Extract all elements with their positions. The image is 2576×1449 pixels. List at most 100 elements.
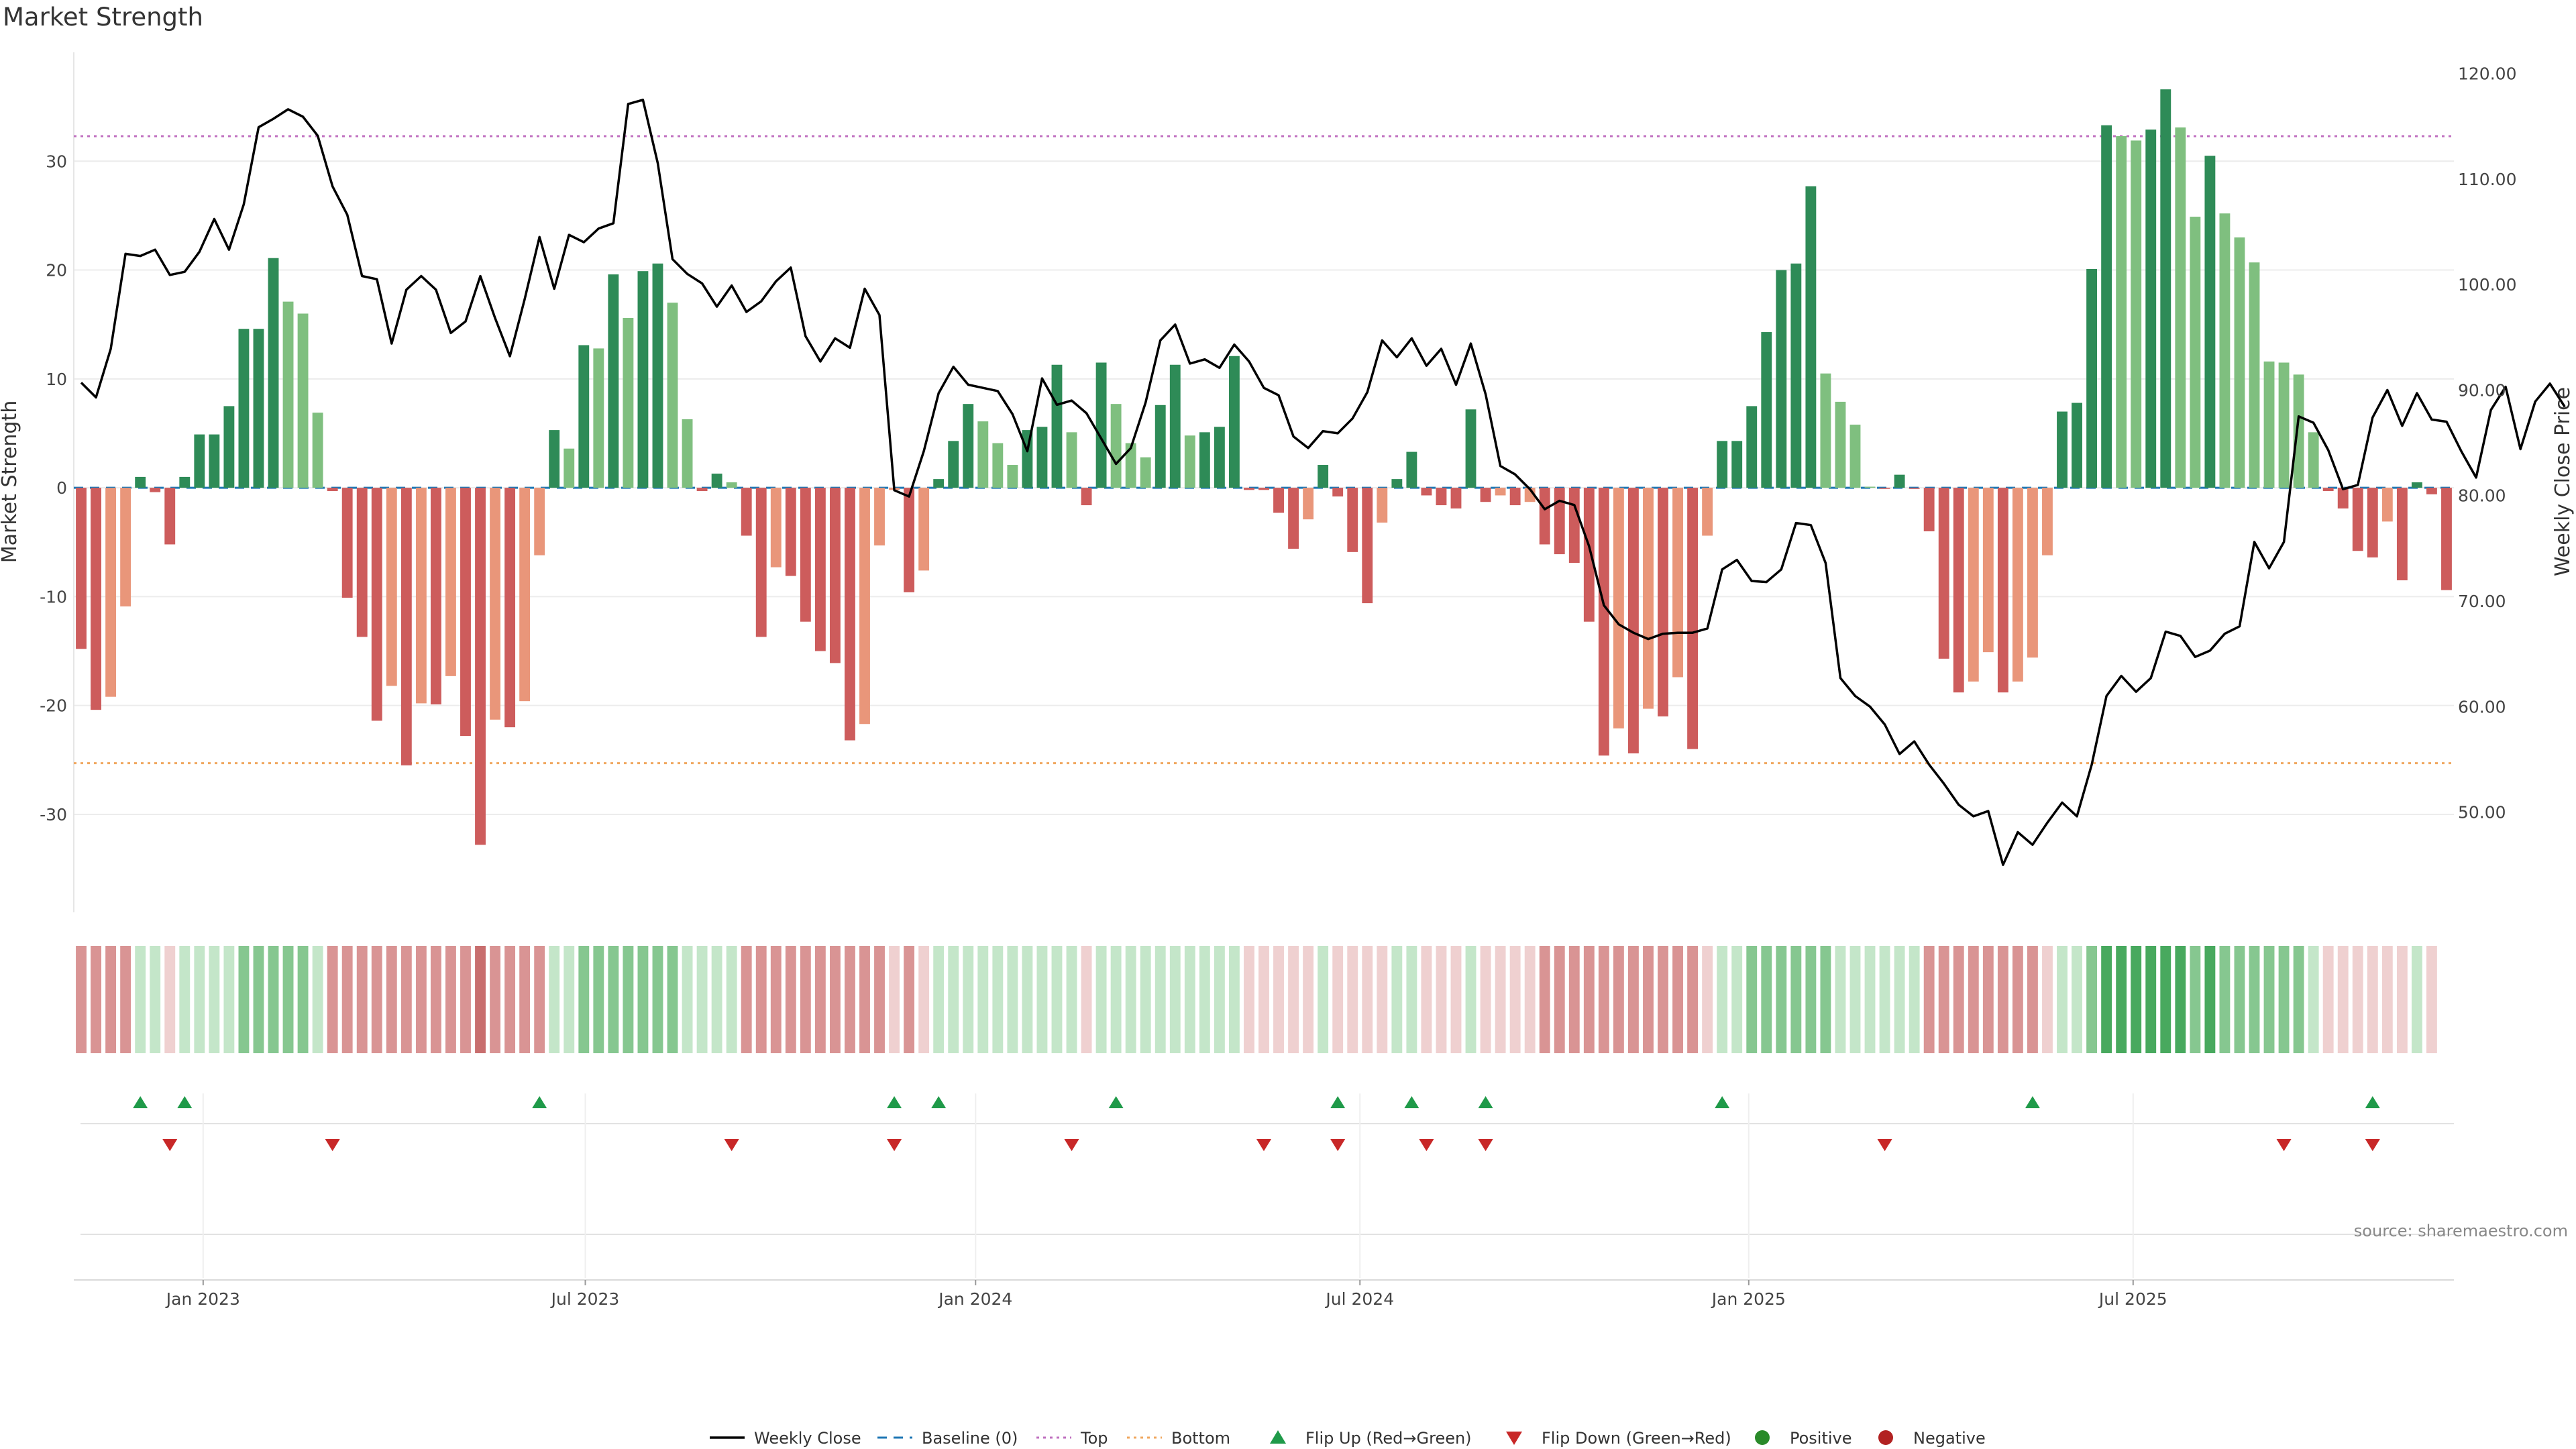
heat-cell [91,946,101,1053]
strength-bar [415,488,427,704]
x-tick-label: Jul 2024 [1324,1289,1394,1309]
heat-cell [1051,946,1063,1053]
strength-bar [814,488,826,651]
legend-label: Flip Up (Red→Green) [1305,1429,1472,1448]
heat-cell [1095,946,1107,1053]
strength-bar [2175,127,2186,488]
right-y-axis: 50.00 60.00 70.00 80.00 90.00 100.00 110.00 120… [2458,64,2516,822]
y2-tick-label: 90.00 [2458,380,2506,400]
strength-bar [282,301,294,488]
strength-bar [904,488,915,592]
heat-cell [829,946,841,1053]
strength-bar [652,263,663,488]
heat-cell [120,946,131,1053]
strength-bar [105,488,117,697]
strength-bar [268,258,279,488]
flip-up-marker [133,1096,148,1108]
heat-cell [1820,946,1831,1053]
strength-bar [1436,488,1447,506]
strength-bar [1184,435,1195,488]
strength-bar [2086,268,2098,488]
heat-cell [593,946,604,1053]
strength-bar [2012,488,2023,682]
strength-bar [135,476,146,488]
heat-cell [874,946,885,1053]
heat-cell [430,946,441,1053]
heat-cell [2352,946,2363,1053]
heat-cell [1687,946,1699,1053]
flip-up-marker [1108,1096,1124,1108]
y-tick-label: -10 [40,587,67,606]
flip-down-marker [162,1139,178,1151]
strength-bar [593,348,604,488]
strength-bar [460,488,471,737]
strength-bar [2072,402,2082,488]
strength-bar [1687,488,1699,749]
heat-cell [652,946,663,1053]
strength-bar [770,488,782,568]
heat-cell [992,946,1004,1053]
heat-cell [1835,946,1846,1053]
legend-flip-up-icon [1270,1430,1286,1444]
flip-down-marker [1419,1139,1434,1151]
strength-bar [578,345,590,488]
strength-bar [696,488,708,491]
flip-up-marker [532,1096,547,1108]
strength-bar [2441,488,2452,590]
heat-cell [1583,946,1595,1053]
heat-cell [1849,946,1861,1053]
strength-bar [209,434,220,488]
strength-bar [1627,488,1639,754]
heat-cell [564,946,575,1053]
heat-cell [1140,946,1151,1053]
heat-cell [785,946,796,1053]
x-tick-label: Jul 2023 [550,1289,620,1309]
heat-cell [2027,946,2038,1053]
heat-cell [2131,946,2142,1053]
y2-tick-label: 60.00 [2458,697,2506,716]
strength-bar [2249,262,2260,488]
strength-bar [164,488,176,545]
strength-bar [2426,488,2437,494]
flip-up-marker [931,1096,947,1108]
heat-cell [1288,946,1299,1053]
strength-bar [564,448,575,488]
y-axis-label: Market Strength [0,400,21,563]
flip-down-marker [1877,1139,1892,1151]
heat-cell [1465,946,1477,1053]
heat-cell [1524,946,1536,1053]
heat-cell [2249,946,2260,1053]
heat-cell [578,946,590,1053]
strength-bar [2352,488,2363,551]
heat-cell [755,946,767,1053]
heat-cell [682,946,693,1053]
strength-bar [2160,89,2171,488]
strength-bar [1849,424,1861,488]
heat-cell [1805,946,1817,1053]
strength-bar [2042,488,2053,555]
strength-bar [1169,364,1181,488]
heat-cell [1997,946,2008,1053]
heat-cell [268,946,279,1053]
heat-cell [1318,946,1329,1053]
strength-bar [1820,373,1831,488]
strength-bar [1347,488,1358,552]
strength-bar [1864,486,1876,488]
heat-cell [2381,946,2393,1053]
heat-cell [2308,946,2319,1053]
strength-bar [194,434,205,488]
heat-cell [356,946,368,1053]
strength-bar [2308,432,2319,488]
heat-cell [2086,946,2098,1053]
heat-cell [2072,946,2082,1053]
heat-cell [504,946,516,1053]
legend-positive-icon [1755,1430,1770,1445]
strength-bar [829,488,841,663]
flip-up-marker [2365,1096,2380,1108]
strength-bar [2322,488,2334,491]
strength-bar [179,476,191,488]
strength-bar [637,271,649,488]
strength-bar [475,488,486,845]
strength-bar [1894,474,1905,488]
flip-markers [80,1096,2454,1235]
